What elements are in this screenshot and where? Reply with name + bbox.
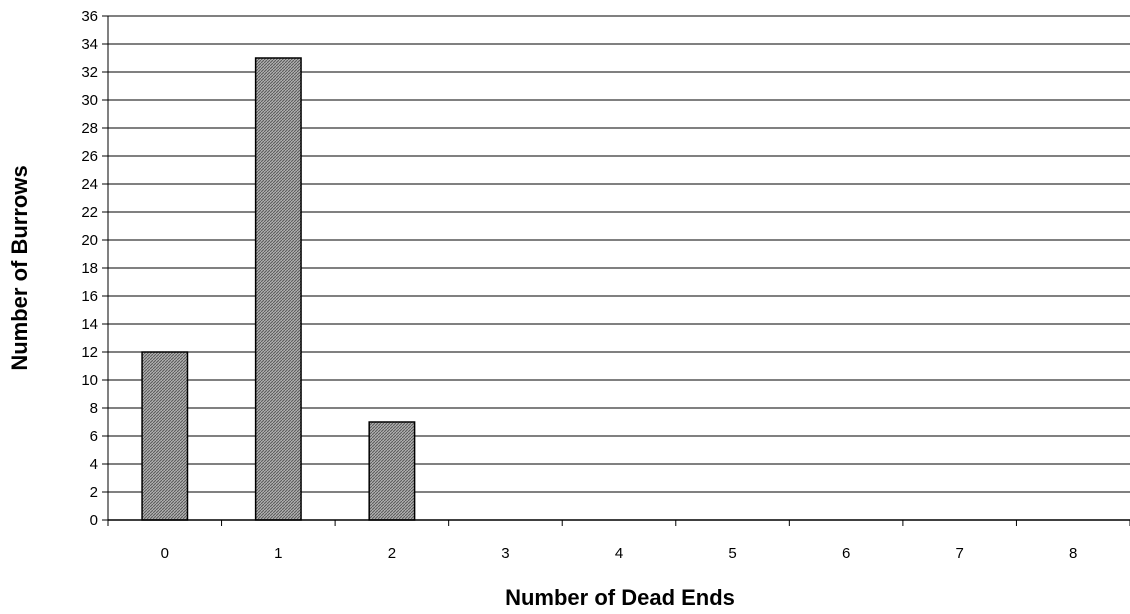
y-tick-label: 36 — [81, 8, 98, 25]
y-tick-label: 26 — [81, 148, 98, 165]
y-tick-label: 0 — [90, 512, 98, 529]
y-tick-label: 30 — [81, 92, 98, 109]
x-tick-labels: 0 1 2 3 4 5 6 7 8 — [161, 545, 1078, 562]
y-tick-label: 4 — [90, 456, 98, 473]
y-tick-label: 12 — [81, 344, 98, 361]
y-tick-label: 20 — [81, 232, 98, 249]
y-tick-label: 24 — [81, 176, 98, 193]
bar-2 — [368, 421, 416, 521]
x-tick-label: 5 — [728, 545, 736, 562]
y-tick-label: 10 — [81, 372, 98, 389]
bar-0 — [141, 351, 189, 521]
y-tick-label: 16 — [81, 288, 98, 305]
y-tick-label: 32 — [81, 64, 98, 81]
y-axis-title: Number of Burrows — [7, 165, 32, 370]
x-tick-label: 8 — [1069, 545, 1077, 562]
axes — [102, 15, 1130, 526]
x-tick-label: 1 — [274, 545, 282, 562]
x-axis-title: Number of Dead Ends — [505, 585, 735, 610]
x-tick-label: 4 — [615, 545, 623, 562]
y-tick-label: 28 — [81, 120, 98, 137]
y-tick-label: 8 — [90, 400, 98, 417]
bars — [141, 57, 416, 521]
y-tick-label: 2 — [90, 484, 98, 501]
y-tick-label: 14 — [81, 316, 98, 333]
x-tick-label: 7 — [955, 545, 963, 562]
bar-1 — [254, 57, 302, 521]
y-tick-label: 18 — [81, 260, 98, 277]
x-tick-label: 2 — [388, 545, 396, 562]
x-tick-label: 6 — [842, 545, 850, 562]
y-tick-label: 34 — [81, 36, 98, 53]
x-tick-label: 0 — [161, 545, 169, 562]
y-tick-label: 6 — [90, 428, 98, 445]
x-tick-label: 3 — [501, 545, 509, 562]
y-tick-label: 22 — [81, 204, 98, 221]
